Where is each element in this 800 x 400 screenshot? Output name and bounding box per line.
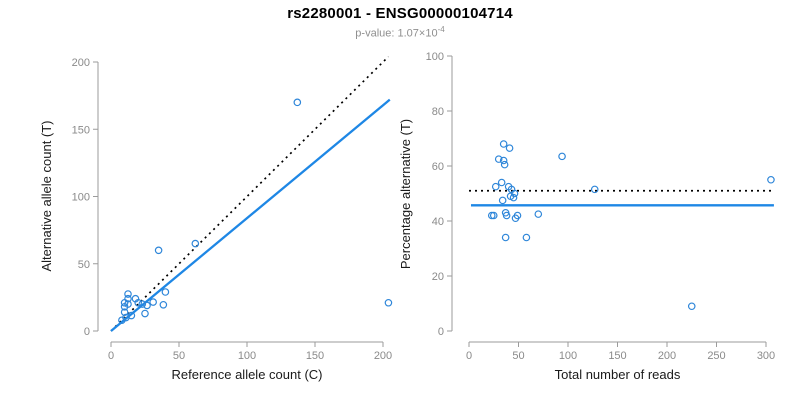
y-tick-label: 80 bbox=[432, 106, 444, 118]
x-axis-title: Total number of reads bbox=[555, 367, 681, 382]
data-point bbox=[134, 298, 143, 307]
data-point bbox=[159, 300, 168, 309]
x-axis-title: Reference allele count (C) bbox=[171, 367, 322, 382]
data-point bbox=[491, 182, 500, 191]
data-point bbox=[498, 196, 507, 205]
p-value-text: p-value: 1.07×10 bbox=[355, 27, 438, 40]
y-tick-label: 0 bbox=[438, 326, 444, 338]
panel-percentage-vs-reads: 0 20 40 60 80 100 0 50 100 150 200 250 300 Total numb… bbox=[398, 51, 775, 382]
data-point bbox=[143, 301, 151, 310]
data-point bbox=[191, 239, 200, 248]
x-tick-label: 50 bbox=[512, 350, 524, 362]
data-point bbox=[497, 178, 506, 187]
y-axis-title: Percentage alternative (T) bbox=[398, 119, 413, 269]
data-point bbox=[509, 193, 518, 202]
y-tick-label: 150 bbox=[72, 124, 90, 136]
y-tick-label: 100 bbox=[72, 192, 90, 204]
data-point bbox=[687, 302, 696, 311]
data-point bbox=[120, 308, 129, 316]
fit-line bbox=[110, 98, 391, 332]
data-point bbox=[124, 290, 132, 298]
x-tick-label: 300 bbox=[757, 350, 775, 362]
panel-allele-counts: 0 50 100 150 200 0 50 100 150 200 Reference allele… bbox=[39, 56, 393, 382]
identity-line bbox=[110, 56, 390, 332]
x-tick-label: 200 bbox=[658, 350, 676, 362]
data-point bbox=[511, 214, 520, 223]
data-point bbox=[534, 210, 543, 218]
data-point bbox=[522, 233, 531, 242]
data-point bbox=[141, 309, 149, 318]
plot-title: rs2280001 - ENSG00000104714 bbox=[287, 5, 513, 22]
y-tick-label: 50 bbox=[78, 259, 90, 271]
data-point bbox=[124, 294, 132, 303]
x-tick-label: 200 bbox=[374, 350, 392, 362]
y-tick-label: 20 bbox=[432, 271, 444, 283]
x-tick-label: 250 bbox=[707, 350, 725, 362]
data-point bbox=[154, 246, 163, 255]
x-tick-label: 100 bbox=[238, 350, 256, 362]
x-tick-label: 0 bbox=[466, 350, 472, 362]
data-point bbox=[161, 288, 170, 296]
data-point bbox=[499, 140, 508, 148]
x-tick-label: 150 bbox=[608, 350, 626, 362]
data-point bbox=[489, 211, 498, 220]
x-tick-label: 100 bbox=[559, 350, 577, 362]
p-value-exponent: -4 bbox=[437, 25, 445, 34]
data-point bbox=[293, 98, 302, 107]
data-point bbox=[767, 175, 775, 184]
x-tick-label: 150 bbox=[306, 350, 324, 362]
data-point bbox=[501, 233, 510, 242]
data-point bbox=[500, 160, 509, 169]
data-point bbox=[127, 311, 136, 320]
y-tick-label: 0 bbox=[84, 326, 90, 338]
y-tick-label: 40 bbox=[432, 216, 444, 228]
data-point bbox=[558, 152, 566, 161]
x-tick-label: 50 bbox=[173, 350, 185, 362]
data-point bbox=[384, 298, 393, 307]
x-tick-label: 0 bbox=[108, 350, 114, 362]
data-point bbox=[499, 156, 508, 165]
plot-subtitle: p-value: 1.07×10-4 bbox=[0, 25, 800, 40]
data-point bbox=[138, 300, 147, 308]
y-axis-title: Alternative allele count (T) bbox=[39, 120, 54, 271]
y-tick-label: 60 bbox=[432, 161, 444, 173]
y-tick-label: 200 bbox=[72, 57, 90, 69]
data-point bbox=[590, 185, 599, 194]
data-point bbox=[124, 300, 132, 308]
data-point bbox=[149, 298, 157, 306]
data-point bbox=[502, 211, 511, 220]
data-point bbox=[505, 144, 514, 152]
data-point bbox=[494, 155, 503, 163]
y-tick-label: 100 bbox=[426, 51, 444, 63]
